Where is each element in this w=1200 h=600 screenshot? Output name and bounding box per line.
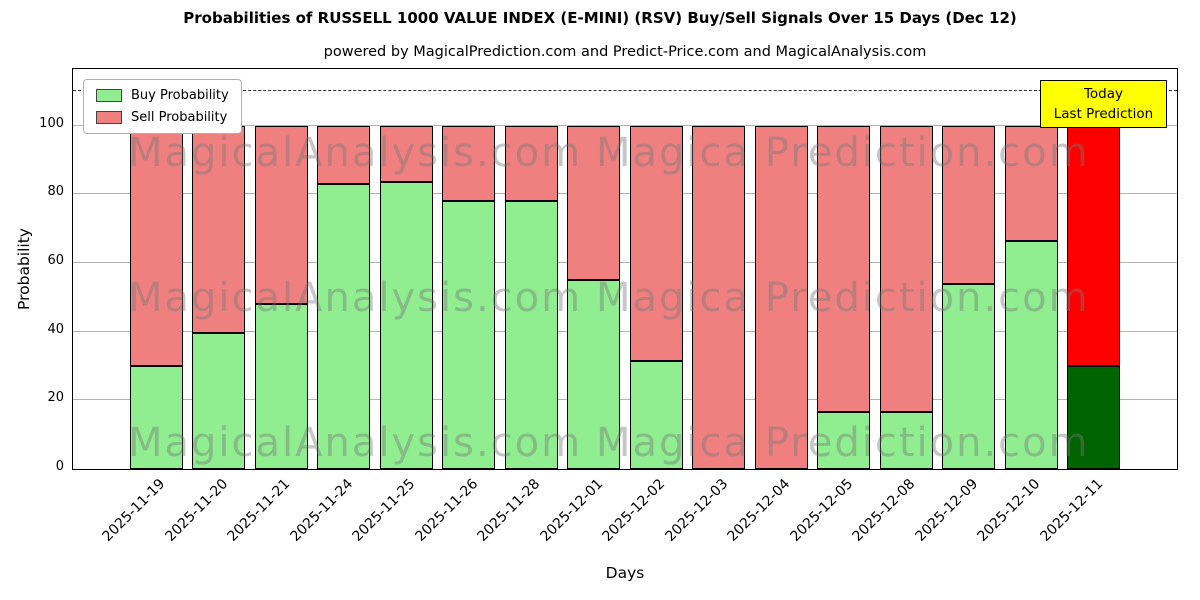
bar-2025-11-20: [192, 125, 246, 469]
buy-segment: [442, 201, 496, 469]
buy-segment: [942, 283, 996, 469]
y-tick-80: 80: [47, 184, 64, 200]
sell-segment: [879, 125, 933, 413]
bar-2025-12-10: [1004, 125, 1058, 469]
gridline-80: [73, 193, 1177, 195]
bar-2025-12-08: [879, 125, 933, 469]
bar-2025-12-02: [629, 125, 683, 469]
buy-segment: [129, 366, 183, 469]
bar-2025-12-05: [817, 125, 871, 469]
bar-2025-12-04: [754, 125, 808, 469]
callout-line-last-prediction: Last Prediction: [1053, 106, 1154, 122]
buy-segment: [567, 280, 621, 469]
sell-segment: [754, 125, 808, 469]
buy-color-swatch: [96, 89, 122, 102]
sell-segment: [504, 125, 558, 202]
bar-2025-12-03: [692, 125, 746, 469]
today-last-prediction-callout: Today Last Prediction: [1040, 80, 1167, 128]
buy-segment: [817, 412, 871, 469]
sell-segment: [254, 125, 308, 305]
bar-2025-12-09: [942, 125, 996, 469]
buy-segment: [879, 412, 933, 469]
y-tick-0: 0: [55, 459, 64, 474]
buy-segment: [317, 184, 371, 469]
chart-title: Probabilities of RUSSELL 1000 VALUE INDE…: [183, 9, 1017, 27]
x-axis-label: Days: [605, 564, 645, 582]
legend-label-buy: Buy Probability: [131, 88, 229, 103]
watermark-text: Magica Prediction.com: [596, 420, 1090, 466]
sell-segment: [1004, 125, 1058, 241]
watermark-text: MagicalAnalysis.com: [128, 130, 583, 176]
buy-segment: [379, 182, 433, 469]
sell-segment: [379, 125, 433, 183]
chart-subtitle: powered by MagicalPrediction.com and Pre…: [323, 44, 927, 60]
watermark-text: MagicalAnalysis.com: [128, 420, 583, 466]
plot-area: MagicalAnalysis.com Magica Prediction.co…: [72, 68, 1178, 470]
buy-segment: [192, 333, 246, 469]
bar-2025-11-19: [129, 125, 183, 469]
bar-2025-11-24: [317, 125, 371, 469]
buy-segment: [1067, 366, 1121, 469]
bar-2025-11-25: [379, 125, 433, 469]
sell-segment: [817, 125, 871, 413]
gridline-60: [73, 262, 1177, 263]
buy-segment: [1004, 240, 1058, 469]
legend: Buy Probability Sell Probability: [83, 79, 242, 134]
sell-segment: [567, 125, 621, 281]
y-tick-20: 20: [47, 390, 64, 406]
legend-item-buy: Buy Probability: [96, 88, 229, 103]
sell-segment: [692, 125, 746, 469]
sell-segment: [1067, 125, 1121, 366]
buy-segment: [504, 201, 558, 469]
bar-2025-11-26: [442, 125, 496, 469]
sell-segment: [629, 125, 683, 361]
legend-item-sell: Sell Probability: [96, 110, 229, 125]
bar-2025-11-21: [254, 125, 308, 469]
sell-segment: [129, 125, 183, 366]
watermark-text: Magica Prediction.com: [596, 130, 1090, 176]
y-axis-label: Probability: [15, 228, 33, 310]
watermark-text: MagicalAnalysis.com: [128, 275, 583, 321]
gridline-100: [73, 124, 1177, 126]
buy-segment: [254, 304, 308, 469]
gridline-40: [73, 330, 1177, 332]
sell-segment: [442, 125, 496, 202]
sell-segment: [317, 125, 371, 185]
y-tick-100: 100: [39, 115, 64, 131]
gridline-20: [73, 399, 1177, 401]
legend-label-sell: Sell Probability: [131, 110, 228, 125]
watermark-text: Magica Prediction.com: [596, 275, 1090, 321]
bar-2025-12-01: [567, 125, 621, 469]
bar-2025-12-11: [1067, 125, 1121, 469]
callout-line-today: Today: [1083, 85, 1124, 102]
sell-segment: [942, 125, 996, 284]
sell-color-swatch: [96, 111, 122, 124]
y-tick-60: 60: [47, 252, 64, 268]
y-tick-40: 40: [47, 321, 64, 337]
bar-2025-11-28: [504, 125, 558, 469]
buy-segment: [629, 360, 683, 469]
threshold-dashed-line: [73, 90, 1177, 92]
